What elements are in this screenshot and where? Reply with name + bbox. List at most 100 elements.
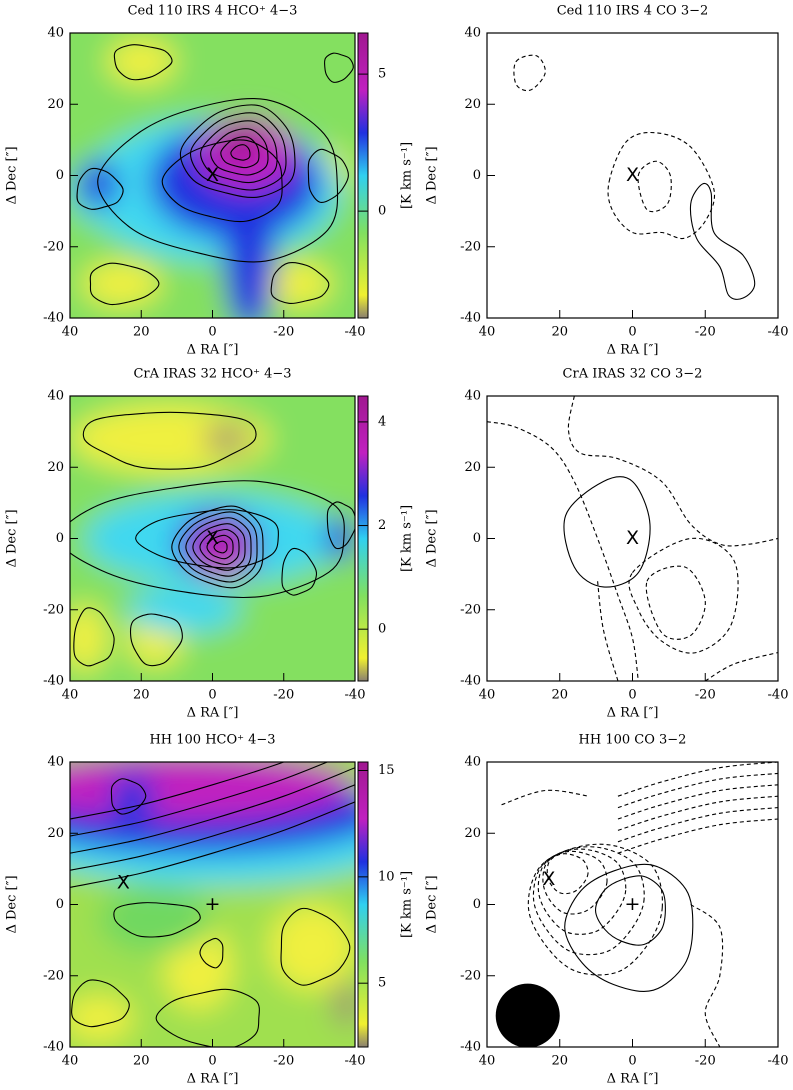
contour-line [567, 396, 778, 547]
contour-line [73, 607, 115, 667]
x-tick-label: -20 [273, 1054, 294, 1069]
colorbar-tick-label: 10 [378, 869, 395, 884]
contour-line [617, 795, 778, 831]
colormap-blob [127, 586, 241, 633]
contour-line [129, 613, 183, 667]
y-axis-label: Δ Dec [″] [5, 875, 20, 933]
beam [495, 983, 560, 1047]
y-tick-label: -20 [460, 602, 481, 617]
colorbar-tick-label: 2 [378, 518, 386, 533]
x-tick-label: 0 [628, 1054, 636, 1069]
y-axis-label: Δ Dec [″] [425, 146, 440, 204]
colormap-blob [269, 904, 355, 990]
contour-line [323, 52, 354, 83]
x-tick-label: 0 [208, 1054, 216, 1069]
colormap-blob [332, 981, 355, 1028]
x-tick-label: 40 [62, 688, 79, 703]
colorbar-label: [K km s⁻¹] [400, 142, 415, 209]
contour-line [546, 853, 589, 895]
colorbar-tick-label: 15 [378, 763, 395, 778]
y-axis-label: Δ Dec [″] [425, 875, 440, 933]
y-tick-label: 20 [464, 97, 481, 112]
y-tick-label: 0 [56, 168, 64, 183]
colorbar [357, 395, 369, 682]
y-tick-label: 20 [47, 460, 64, 475]
y-axis-label: Δ Dec [″] [5, 146, 20, 204]
contour-line [637, 160, 672, 213]
plot-area [70, 33, 355, 318]
contour-line [704, 651, 778, 681]
contour-line [206, 534, 234, 560]
x-tick-label: 0 [628, 325, 636, 340]
y-tick-label: 0 [473, 168, 481, 183]
colormap-blob [70, 995, 133, 1042]
y-tick-label: -20 [43, 968, 64, 983]
panel: HH 100 CO 3−2 40 20 0 -20 -40 -40 -20 0 20 40 Δ RA … [425, 733, 789, 1087]
x-tick-label: -40 [345, 1054, 366, 1069]
contour-line [270, 262, 330, 305]
y-tick-label: 20 [47, 826, 64, 841]
colormap-blob [81, 261, 162, 307]
y-tick-label: 40 [464, 26, 481, 41]
x-axis-label: Δ RA [″] [607, 1072, 659, 1087]
y-tick-label: 0 [473, 531, 481, 546]
contour-line [597, 581, 619, 681]
x-tick-label: 20 [551, 1054, 568, 1069]
y-tick-label: 40 [47, 755, 64, 770]
source-marker: + [625, 893, 641, 915]
y-tick-label: -20 [460, 239, 481, 254]
contour-line [199, 528, 240, 566]
y-tick-label: 20 [464, 826, 481, 841]
x-tick-label: -40 [768, 688, 789, 703]
contour-line [690, 904, 724, 1047]
x-tick-label: 20 [133, 688, 150, 703]
source-marker: X [206, 164, 219, 186]
y-tick-label: -40 [460, 311, 481, 326]
y-tick-label: 40 [47, 389, 64, 404]
plot-area [487, 396, 778, 681]
y-tick-label: 0 [473, 897, 481, 912]
y-tick-label: 40 [464, 755, 481, 770]
source-marker: X [542, 868, 555, 890]
contour-line [192, 523, 246, 571]
contour-line [161, 139, 283, 223]
source-marker: + [205, 893, 221, 915]
contour-line [82, 411, 257, 470]
contour-line [563, 476, 651, 588]
contour-line [213, 540, 228, 554]
plot-area [70, 762, 355, 1047]
contour-line [199, 937, 224, 969]
panel-title: CrA IRAS 32 HCO⁺ 4−3 [133, 367, 291, 382]
colorbar-tick-label: 5 [378, 976, 386, 991]
colorbar [357, 32, 369, 319]
contour-line [200, 120, 278, 184]
x-tick-label: 40 [62, 1054, 79, 1069]
y-tick-label: 20 [47, 97, 64, 112]
colorbar-tick-label: 5 [378, 67, 386, 82]
colorbar-tick-label: 0 [378, 622, 386, 637]
x-tick-label: 20 [551, 688, 568, 703]
x-tick-label: 40 [479, 325, 496, 340]
contour-line [564, 863, 694, 992]
colormap-blob [218, 121, 264, 162]
source-marker: X [117, 872, 130, 894]
contour-line [89, 262, 160, 306]
y-axis-label: Δ Dec [″] [5, 509, 20, 567]
x-axis-label: Δ RA [″] [607, 706, 659, 721]
x-axis-label: Δ RA [″] [187, 1072, 239, 1087]
colormap-blob [78, 161, 119, 207]
contour-line [628, 537, 739, 654]
y-tick-label: -40 [460, 1040, 481, 1055]
contour-line [135, 509, 279, 569]
contour-line [326, 501, 355, 550]
panel-title: Ced 110 IRS 4 HCO⁺ 4−3 [128, 4, 298, 19]
y-tick-label: -40 [460, 674, 481, 689]
colormap-blob [70, 762, 355, 819]
contour-line [617, 818, 778, 854]
contour-line [617, 772, 778, 809]
source-marker: X [206, 527, 219, 549]
contour-line [179, 104, 296, 198]
x-tick-label: 0 [628, 688, 636, 703]
x-tick-label: -20 [695, 688, 716, 703]
contour-line [607, 131, 716, 240]
